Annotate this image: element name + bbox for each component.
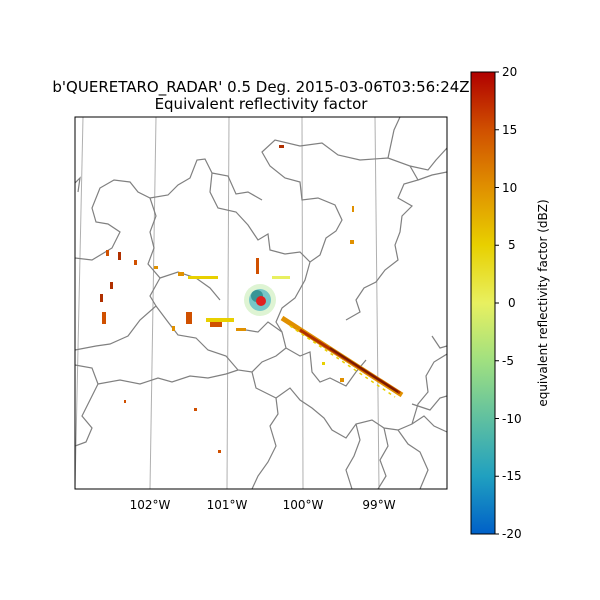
boundary xyxy=(411,353,447,425)
colorbar-tick-label: -5 xyxy=(502,354,514,368)
boundary xyxy=(75,364,99,447)
colorbar-tick-label: -20 xyxy=(502,527,522,541)
boundary xyxy=(411,395,447,411)
echo-patch xyxy=(154,266,158,269)
echo-streak xyxy=(289,325,396,398)
map-frame xyxy=(74,116,448,490)
colorbar-ticks xyxy=(495,71,499,535)
colorbar-tick-labels: 20 15 10 5 0 -5 -10 -15 -20 xyxy=(502,65,522,541)
boundary xyxy=(75,139,419,321)
echo-patch xyxy=(218,450,221,453)
echo-streak xyxy=(329,347,399,393)
colorbar-tick-label: 5 xyxy=(508,238,516,252)
x-tick-label: 100°W xyxy=(283,498,324,512)
echo-patch xyxy=(352,206,354,212)
boundary xyxy=(417,171,447,181)
boundary xyxy=(275,261,311,333)
colorbar: 20 15 10 5 0 -5 -10 -15 -20 equivalent r… xyxy=(470,65,550,541)
boundary xyxy=(75,176,81,193)
echo-patch xyxy=(134,260,137,265)
boundary xyxy=(285,347,367,387)
colorbar-label: equivalent reflectivity factor (dBZ) xyxy=(536,199,550,406)
colorbar-tick-label: 0 xyxy=(508,296,516,310)
echo-patch xyxy=(206,318,234,322)
colorbar-tick-label: 20 xyxy=(502,65,517,79)
echo-patch xyxy=(100,294,103,302)
echo-patch xyxy=(340,378,344,382)
radar-site-marker xyxy=(256,296,266,306)
echo-patch xyxy=(106,250,109,256)
boundary xyxy=(75,197,161,351)
x-tick-label: 101°W xyxy=(207,498,248,512)
echo-patch xyxy=(178,272,184,276)
echo-patch xyxy=(279,145,284,148)
boundary xyxy=(409,147,447,171)
colorbar-tick-label: 10 xyxy=(502,181,517,195)
echo-patch xyxy=(236,328,246,331)
echo-patch xyxy=(194,408,197,411)
boundary xyxy=(97,369,239,385)
boundary xyxy=(251,371,279,489)
x-tick-label: 99°W xyxy=(362,498,395,512)
echo-patch xyxy=(322,362,325,365)
echo-patch xyxy=(256,258,259,274)
boundary xyxy=(345,423,361,489)
boundary xyxy=(377,427,389,489)
boundary xyxy=(397,429,429,489)
title-line-1: b'QUERETARO_RADAR' 0.5 Deg. 2015-03-06T0… xyxy=(52,78,469,97)
echo-patch xyxy=(188,276,218,279)
echo-patch xyxy=(172,326,175,331)
gridlines xyxy=(75,117,380,489)
boundary xyxy=(211,172,263,201)
colorbar-tick-label: -10 xyxy=(502,412,522,426)
colorbar-tick-label: -15 xyxy=(502,469,522,483)
gridline xyxy=(75,117,84,489)
gridline xyxy=(374,117,380,489)
echo-patch xyxy=(102,312,106,324)
echo-patch xyxy=(272,276,290,279)
gridline xyxy=(301,117,304,489)
boundary xyxy=(431,335,447,349)
echo-patch xyxy=(210,322,222,327)
map-panel xyxy=(74,116,448,490)
colorbar-gradient xyxy=(470,71,496,535)
gridline xyxy=(226,117,230,489)
echo-patch xyxy=(118,252,121,260)
x-tick-label: 102°W xyxy=(130,498,171,512)
echo-patch xyxy=(110,282,113,289)
x-tick-labels: 102°W 101°W 100°W 99°W xyxy=(130,498,396,512)
echo-patch xyxy=(186,312,192,324)
gridline xyxy=(149,117,157,489)
state-boundaries xyxy=(75,117,447,489)
title-line-2: Equivalent reflectivity factor xyxy=(155,95,369,113)
boundary xyxy=(387,117,401,159)
colorbar-tick-label: 15 xyxy=(502,123,517,137)
echo-patch xyxy=(124,400,126,403)
echo-patch xyxy=(350,240,354,244)
